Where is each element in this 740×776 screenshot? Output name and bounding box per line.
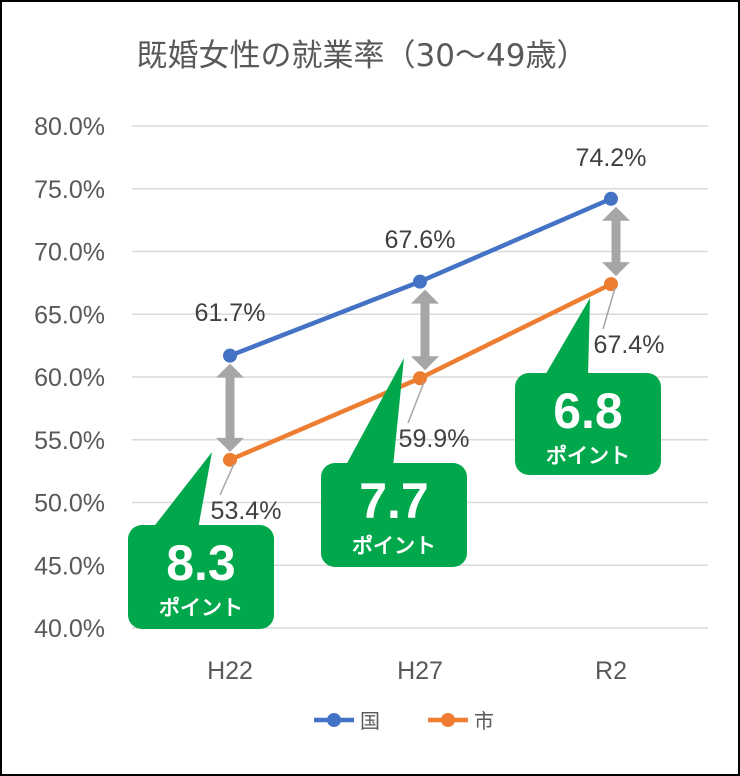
legend-swatch-marker: [441, 713, 455, 727]
data-point: [604, 277, 618, 292]
gap-arrow: [216, 363, 244, 452]
x-tick-label: H27: [397, 657, 443, 685]
callout-box: [321, 463, 467, 567]
gap-arrow: [602, 206, 630, 277]
x-tick-label: R2: [595, 657, 627, 685]
label-leader-line: [219, 463, 235, 496]
gap-arrow: [411, 289, 439, 371]
data-label: 67.6%: [385, 226, 456, 254]
legend-label: 市: [474, 709, 494, 733]
y-tick-label: 70.0%: [34, 239, 105, 267]
data-point: [223, 452, 237, 467]
y-tick-label: 50.0%: [34, 490, 105, 518]
label-leader-line: [407, 381, 425, 424]
data-label: 59.9%: [399, 425, 470, 453]
chart-title: 既婚女性の就業率（30〜49歳）: [137, 38, 588, 74]
data-point: [413, 274, 427, 289]
x-axis-ticks: H22 H27 R2: [207, 657, 627, 685]
data-label: 74.2%: [576, 144, 647, 172]
y-tick-label: 60.0%: [34, 364, 105, 392]
y-tick-label: 40.0%: [34, 615, 105, 643]
callout-box: [515, 373, 661, 475]
callout-unit: ポイント: [159, 596, 243, 620]
data-point: [604, 191, 618, 206]
callout-value: 8.3: [166, 535, 236, 591]
callout-unit: ポイント: [352, 534, 436, 558]
label-leader-line: [602, 287, 616, 330]
x-tick-label: H22: [207, 657, 253, 685]
gap-callouts: 8.3 ポイント 7.7 ポイント 6.8 ポイント: [128, 298, 661, 629]
callout-value: 7.7: [359, 473, 429, 529]
callout-pointer: [345, 358, 404, 467]
y-tick-label: 55.0%: [34, 427, 105, 455]
y-tick-label: 80.0%: [34, 113, 105, 141]
legend-label: 国: [360, 709, 380, 733]
gap-arrows: [216, 206, 630, 452]
y-tick-label: 75.0%: [34, 176, 105, 204]
callout-value: 6.8: [553, 383, 623, 439]
callout-pointer: [544, 298, 590, 377]
callout-unit: ポイント: [546, 444, 630, 468]
y-tick-label: 65.0%: [34, 301, 105, 329]
y-tick-label: 45.0%: [34, 552, 105, 580]
data-labels: 61.7% 67.6% 74.2% 53.4% 59.9% 67.4%: [195, 144, 665, 525]
data-label: 67.4%: [594, 331, 665, 359]
legend-swatch-marker: [327, 713, 341, 727]
callout-pointer: [152, 452, 212, 529]
data-label: 53.4%: [211, 497, 282, 525]
data-label: 61.7%: [195, 299, 266, 327]
series-lines: [223, 191, 618, 467]
y-axis-ticks: 40.0% 45.0% 50.0% 55.0% 60.0% 65.0% 70.0% 75.0%…: [34, 113, 105, 643]
legend: 国市: [314, 709, 494, 733]
data-point: [413, 371, 427, 386]
callout-box: [128, 525, 274, 629]
data-point: [223, 348, 237, 363]
